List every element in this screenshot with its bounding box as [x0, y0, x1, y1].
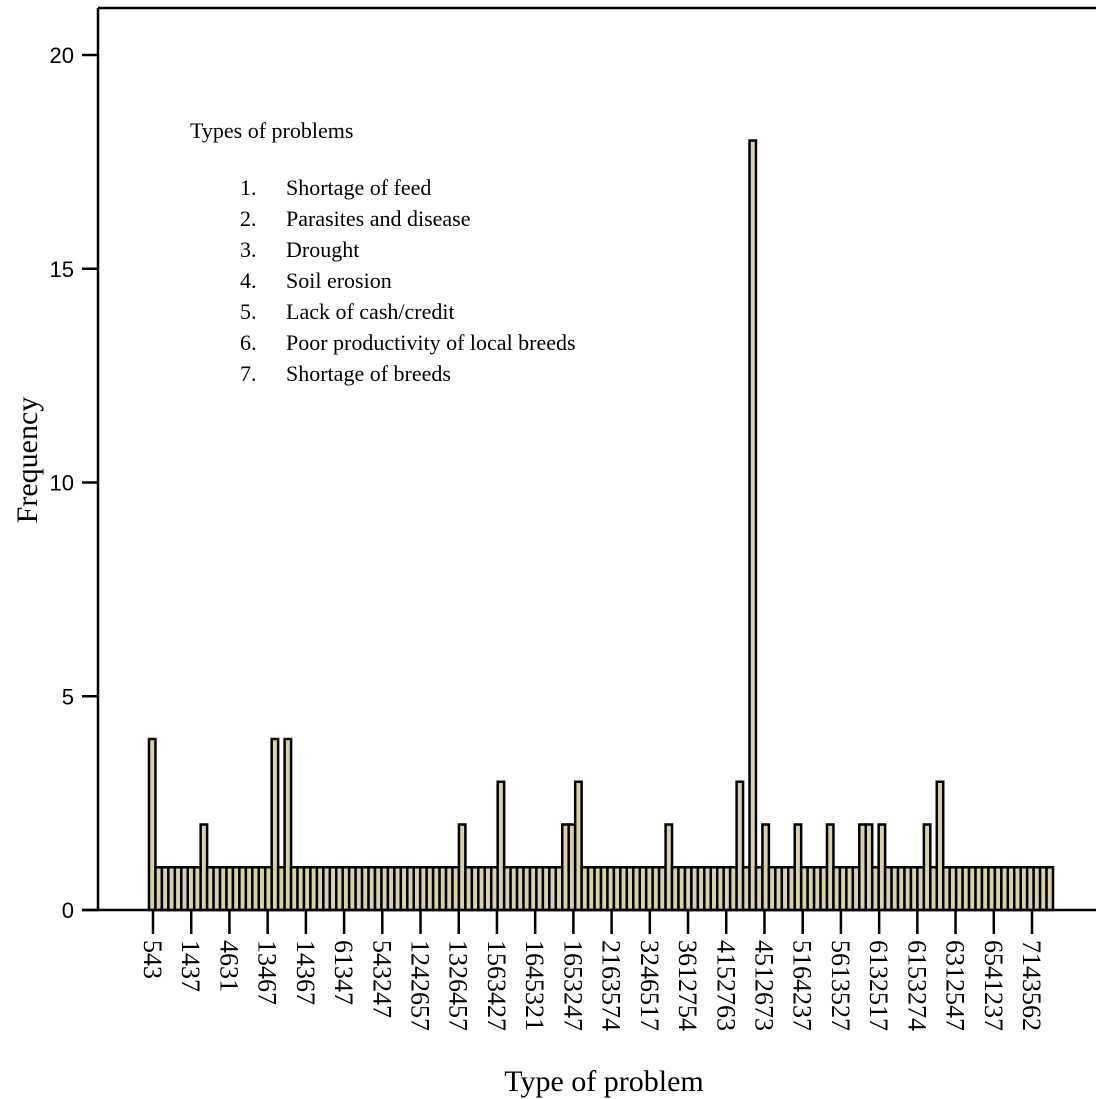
x-tick-label: 4631 [214, 940, 243, 992]
legend-item-number: 6. [240, 330, 257, 355]
x-tick-label: 6132517 [864, 940, 893, 1031]
x-tick-label: 13467 [253, 940, 282, 1005]
legend-item-number: 5. [240, 299, 257, 324]
y-axis-title: Frequency [11, 397, 44, 524]
legend-item-label: Soil erosion [286, 268, 392, 293]
x-tick-label: 1653247 [558, 940, 587, 1031]
x-tick-label: 1437 [176, 940, 205, 992]
legend-item-label: Lack of cash/credit [286, 299, 455, 324]
x-tick-label: 1645321 [520, 940, 549, 1031]
legend-title: Types of problems [190, 118, 353, 143]
x-tick-label: 543247 [367, 940, 396, 1018]
x-tick-label: 5164237 [788, 940, 817, 1031]
legend-item-number: 4. [240, 268, 257, 293]
legend-item-number: 1. [240, 175, 257, 200]
x-tick-label: 61347 [329, 940, 358, 1005]
x-tick-label: 14367 [291, 940, 320, 1005]
x-tick-label: 4152763 [711, 940, 740, 1031]
y-tick-label: 20 [50, 43, 74, 68]
x-tick-label: 543 [138, 940, 167, 979]
legend-item-number: 7. [240, 361, 257, 386]
legend-item-number: 3. [240, 237, 257, 262]
x-tick-label: 3246517 [635, 940, 664, 1031]
y-tick-label: 10 [50, 471, 74, 496]
x-tick-label: 1242657 [406, 940, 435, 1031]
x-tick-label: 2163574 [597, 940, 626, 1031]
x-tick-label: 7143562 [1017, 940, 1046, 1031]
y-tick-label: 15 [50, 257, 74, 282]
bar [1045, 866, 1055, 912]
x-tick-label: 4512673 [749, 940, 778, 1031]
x-tick-label: 1563427 [482, 940, 511, 1031]
legend-item-label: Drought [286, 237, 359, 262]
x-axis-title: Type of problem [504, 1065, 704, 1098]
legend-item-label: Parasites and disease [286, 206, 471, 231]
legend: Types of problems 1. Shortage of feed 2. Pa… [190, 118, 576, 386]
y-tick-label: 0 [62, 898, 74, 923]
x-tick-label: 1326457 [444, 940, 473, 1031]
legend-item-label: Shortage of breeds [286, 361, 451, 386]
x-tick-label: 6312547 [941, 940, 970, 1031]
legend-item-number: 2. [240, 206, 257, 231]
x-tick-label: 6153274 [902, 940, 931, 1031]
x-tick-label: 3612754 [673, 940, 702, 1031]
bar [748, 139, 758, 912]
y-tick-label: 5 [62, 684, 74, 709]
x-tick-label: 6541237 [979, 940, 1008, 1031]
x-tick-label: 5613527 [826, 940, 855, 1031]
legend-item-label: Poor productivity of local breeds [286, 330, 576, 355]
legend-item-label: Shortage of feed [286, 175, 431, 200]
